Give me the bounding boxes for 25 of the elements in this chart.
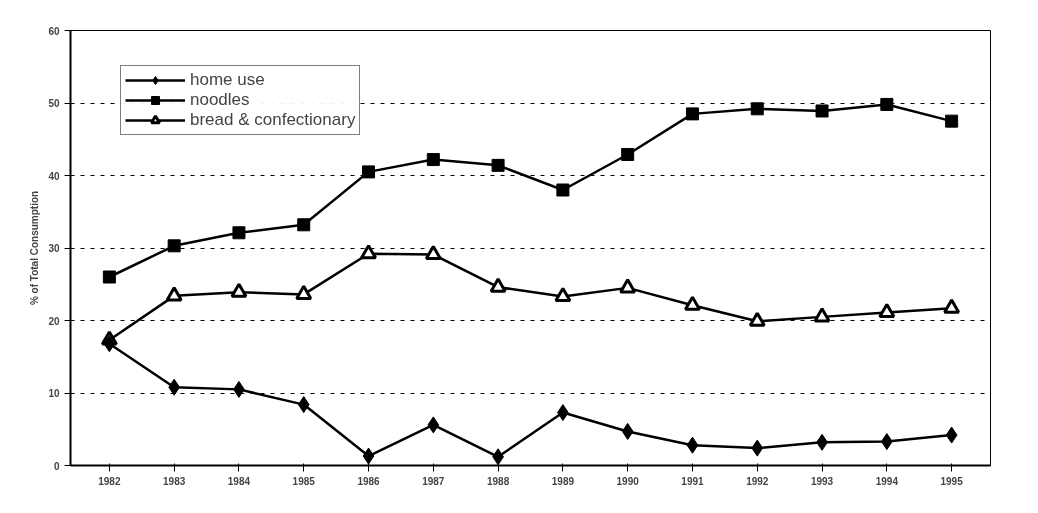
y-axis-title: % of Total Consumption	[29, 190, 41, 306]
y-tick-label: 0	[53, 460, 60, 472]
legend-label: bread & confectionary	[190, 110, 356, 130]
x-tick-label: 1989	[551, 475, 575, 487]
y-tick-label: 20	[48, 315, 60, 327]
x-tick-label: 1994	[875, 475, 899, 487]
y-tick-label: 10	[48, 388, 60, 399]
x-tick-label: 1983	[163, 475, 186, 487]
legend-label: noodles	[190, 90, 250, 110]
x-tick-label: 1990	[616, 475, 640, 487]
x-tick-label: 1985	[292, 475, 316, 487]
x-tick-label: 1986	[357, 475, 381, 487]
x-tick-label: 1993	[810, 475, 834, 487]
x-tick-label: 1984	[227, 475, 251, 487]
y-tick-label: 30	[48, 243, 60, 254]
y-tick-label: 60	[48, 25, 60, 37]
y-tick-label: 40	[48, 170, 60, 182]
x-tick-label: 1987	[422, 475, 445, 487]
x-tick-label: 1995	[940, 475, 964, 487]
legend-label: home use	[190, 70, 265, 90]
x-tick-label: 1982	[98, 475, 121, 487]
y-tick-label: 50	[48, 98, 60, 109]
x-tick-label: 1991	[681, 475, 705, 487]
x-tick-label: 1992	[746, 475, 769, 487]
x-tick-label: 1988	[486, 475, 510, 487]
